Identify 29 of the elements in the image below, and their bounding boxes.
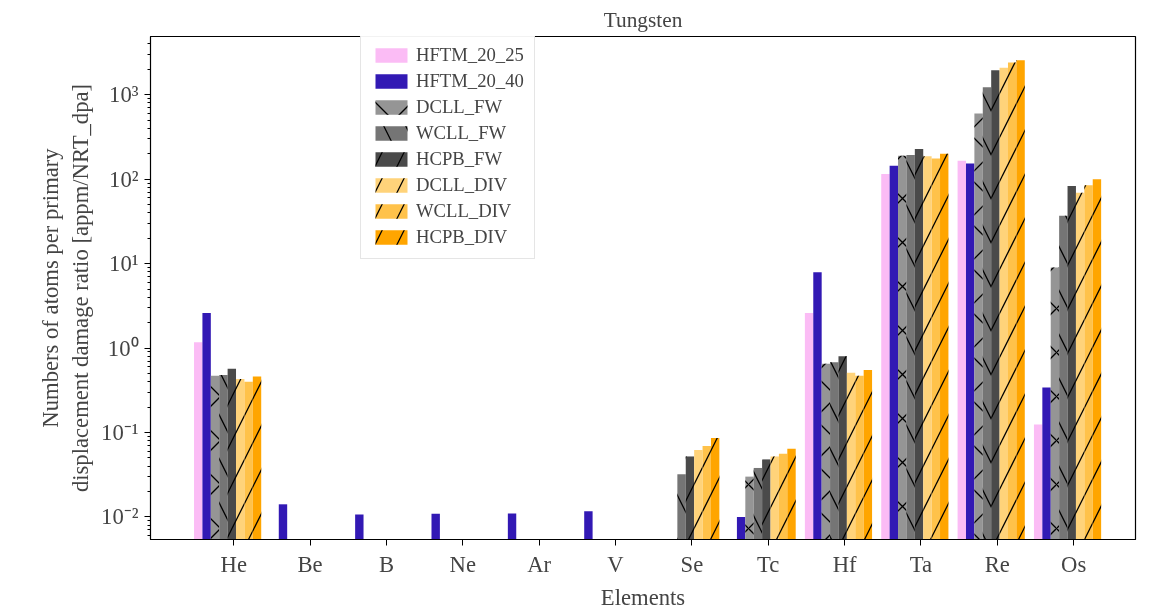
x-tick-label: Re (984, 551, 1010, 577)
y-tick-label: 10⁰ (107, 335, 139, 361)
legend-label: WCLL_FW (416, 122, 507, 144)
y-tick-label: 10² (109, 166, 139, 192)
x-tick-label: B (378, 551, 395, 577)
x-tick-label: Tc (757, 551, 780, 577)
x-tick-label: Ar (527, 551, 552, 577)
x-tick-label: Ne (449, 551, 477, 577)
y-axis-title: Numbers of atoms per primary displacement damage ratio [appm/NRT_dpa] (38, 83, 94, 493)
legend-label: HCPB_FW (416, 148, 503, 170)
legend-label: HCPB_DIV (416, 226, 508, 248)
y-tick-label: 10⁻¹ (101, 419, 139, 445)
chart-title: Tungsten (603, 7, 683, 32)
y-tick-label: 10⁻² (101, 504, 139, 530)
legend-label: HFTM_20_25 (416, 44, 524, 66)
x-tick-label: Se (680, 551, 704, 577)
y-tick-label: 10³ (109, 82, 139, 108)
legend-label: WCLL_DIV (416, 200, 512, 222)
x-tick-label: Os (1061, 551, 1087, 577)
x-tick-label: He (220, 551, 247, 577)
x-axis-title: Elements (600, 584, 686, 610)
x-tick-label: Hf (832, 551, 857, 577)
legend-label: DCLL_DIV (416, 174, 508, 196)
legend-label: HFTM_20_40 (416, 70, 524, 92)
legend-label: DCLL_FW (416, 96, 503, 118)
x-tick-label: V (607, 551, 625, 577)
x-tick-label: Ta (909, 551, 933, 577)
y-tick-label: 10¹ (109, 251, 139, 277)
x-tick-label: Be (297, 551, 323, 577)
